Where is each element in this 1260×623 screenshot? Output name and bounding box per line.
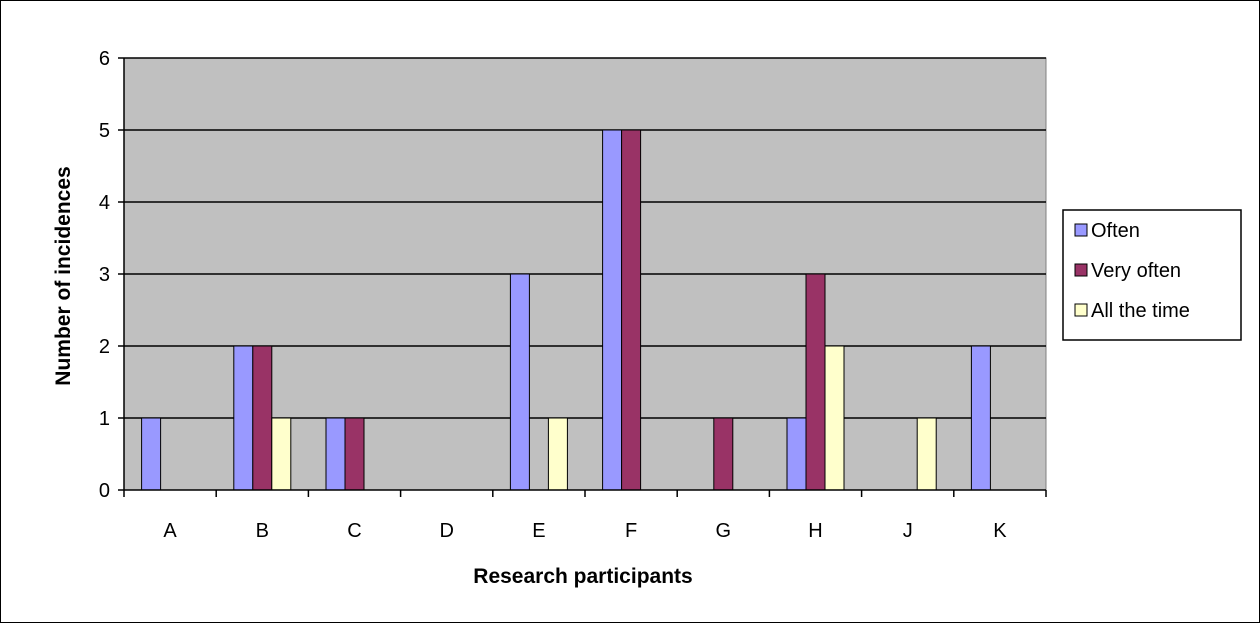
bar-f-very-often	[621, 129, 642, 491]
x-tick-label: B	[256, 520, 269, 542]
bar-c-often	[325, 417, 346, 491]
x-tick-label: K	[993, 520, 1007, 542]
bar-f-often	[602, 129, 623, 491]
x-tick-label: A	[163, 520, 177, 542]
y-tick-label: 4	[99, 192, 110, 214]
x-axis-title: Research participants	[473, 565, 692, 588]
x-tick-label: G	[716, 520, 732, 542]
bar-b-often	[233, 345, 254, 491]
bar-a-often	[141, 417, 162, 491]
bar-h-very-often	[805, 273, 826, 491]
y-tick-labels: 0 1 2 3 4 5 6	[99, 48, 110, 502]
y-tick-label: 3	[99, 264, 110, 286]
bar-h-often	[786, 417, 807, 491]
bar-j-all-the-time	[916, 417, 937, 491]
y-tick-label: 6	[99, 48, 110, 70]
legend-label-all-the-time: All the time	[1091, 300, 1190, 322]
x-tick-label: D	[439, 520, 453, 542]
x-tick-label: F	[625, 520, 637, 542]
x-tick-label: C	[347, 520, 361, 542]
bar-e-often	[509, 273, 530, 491]
legend-swatch-all-the-time	[1074, 303, 1088, 317]
bar-h-all-the-time	[824, 345, 845, 491]
axes	[118, 57, 1047, 497]
y-tick-label: 1	[99, 408, 110, 430]
x-tick-label: J	[903, 520, 913, 542]
y-tick-label: 2	[99, 336, 110, 358]
legend-swatch-very-often	[1074, 263, 1088, 277]
legend-label-often: Often	[1091, 220, 1140, 242]
bars	[141, 129, 991, 491]
x-tick-label: H	[808, 520, 822, 542]
y-tick-label: 0	[99, 480, 110, 502]
bar-g-very-often	[713, 417, 734, 491]
x-tick-label: E	[532, 520, 545, 542]
legend-label-very-often: Very often	[1091, 260, 1181, 282]
bar-k-often	[970, 345, 991, 491]
legend-box	[1062, 209, 1242, 341]
y-axis-title: Number of incidences	[52, 166, 75, 385]
bar-c-very-often	[344, 417, 365, 491]
legend-swatch-often	[1074, 223, 1088, 237]
bar-e-all-the-time	[547, 417, 568, 491]
bar-b-very-often	[252, 345, 273, 491]
bar-b-all-the-time	[271, 417, 292, 491]
y-tick-label: 5	[99, 120, 110, 142]
legend: Often Very often All the time	[1062, 209, 1242, 341]
